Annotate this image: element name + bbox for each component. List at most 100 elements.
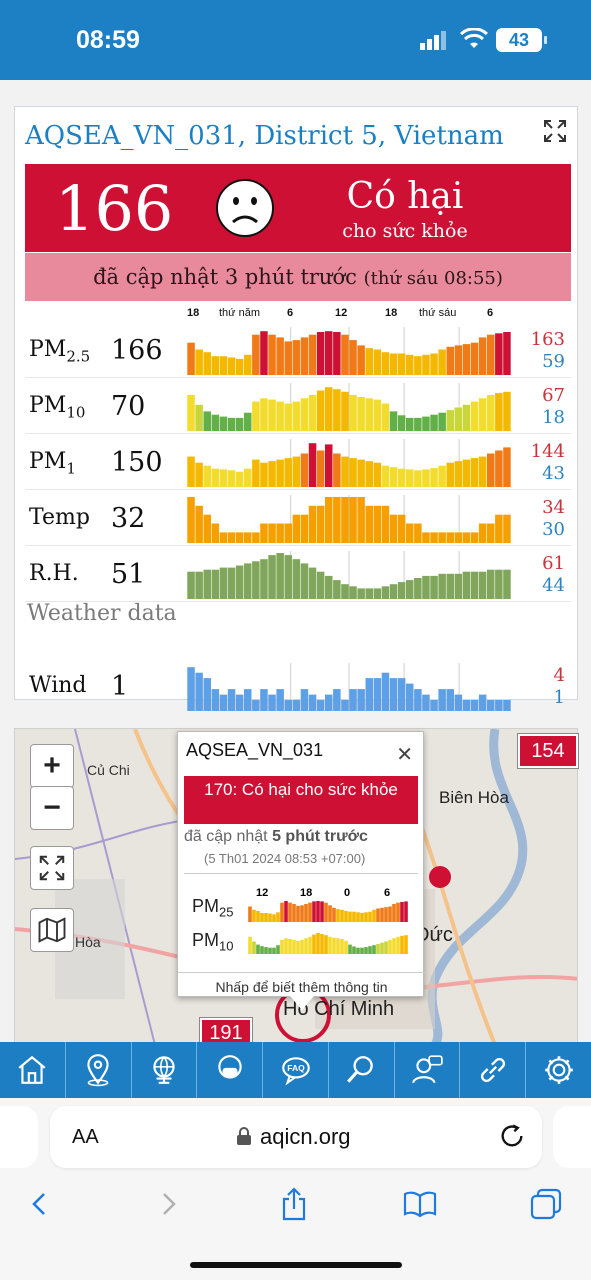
chart-bar <box>244 412 252 431</box>
pollutant-max-value: 67 <box>542 385 565 406</box>
pollutant-history-chart[interactable] <box>187 439 511 487</box>
pollutant-row[interactable]: PM1 150 144 43 <box>25 435 571 490</box>
share-button[interactable] <box>276 1186 312 1222</box>
chart-bar <box>422 532 430 543</box>
map-fullscreen-button[interactable] <box>30 846 74 890</box>
chart-bar <box>414 523 422 543</box>
pollutant-row[interactable]: R.H. 51 61 44 <box>25 547 571 602</box>
map-marker[interactable]: 154 <box>517 733 579 769</box>
nav-button-link[interactable] <box>460 1042 527 1098</box>
chart-bar <box>503 569 511 599</box>
pollutant-row[interactable]: Wind 1 4 1 <box>25 659 571 714</box>
browser-chrome: AA aqicn.org <box>0 1098 591 1280</box>
chart-bar <box>308 936 312 954</box>
globe-icon <box>153 1056 175 1084</box>
chart-bar <box>260 462 268 487</box>
address-bar[interactable]: AA aqicn.org <box>50 1106 542 1168</box>
station-popup[interactable]: AQSEA_VN_031 ✕ 170: Có hại cho sức khỏe … <box>177 731 425 997</box>
popup-status: 170: Có hại cho sức khỏe <box>184 776 418 824</box>
chart-bar <box>422 354 430 375</box>
chart-bar <box>495 393 503 431</box>
chart-bar <box>325 497 333 543</box>
chart-bar <box>325 444 333 487</box>
zoom-out-button[interactable]: − <box>30 786 74 830</box>
chart-bar <box>352 946 356 954</box>
zoom-in-button[interactable]: + <box>30 744 74 788</box>
chart-bar <box>478 456 487 487</box>
chart-bar <box>284 938 288 954</box>
chart-bar <box>211 414 220 431</box>
map-layers-button[interactable] <box>30 908 74 952</box>
pollutant-label: PM10 <box>29 393 86 422</box>
chart-bar <box>495 514 503 543</box>
nav-button-support[interactable] <box>395 1042 461 1098</box>
chart-bar <box>284 700 292 711</box>
chart-axis-label: thứ năm <box>219 307 260 319</box>
nav-button-mask[interactable] <box>197 1042 264 1098</box>
tab-preview-right[interactable] <box>553 1106 591 1168</box>
chart-bar <box>227 470 236 487</box>
chart-bar <box>333 497 341 543</box>
chart-bar <box>446 532 454 543</box>
chart-bar <box>357 497 365 543</box>
tab-preview-left[interactable] <box>0 1106 38 1168</box>
back-button[interactable] <box>22 1186 58 1222</box>
pollutant-row[interactable]: Temp 32 34 30 <box>25 491 571 546</box>
chart-bar <box>352 911 356 922</box>
pollutant-row[interactable]: PM10 70 67 18 <box>25 379 571 434</box>
nav-button-home[interactable] <box>0 1042 66 1098</box>
url-text[interactable]: aqicn.org <box>260 1124 351 1149</box>
tabs-button[interactable] <box>528 1186 564 1222</box>
chart-time-axis: 18 thứ năm 6 12 18 thứ sáu 6 <box>187 307 511 321</box>
chart-bar <box>203 411 211 431</box>
pollutant-history-chart[interactable] <box>187 551 511 599</box>
status-bar: 08:59 43 <box>0 0 591 80</box>
chart-bar <box>454 407 463 431</box>
pollutant-max-value: 61 <box>542 553 565 574</box>
expand-icon[interactable] <box>543 119 567 143</box>
nav-button-location-pin[interactable] <box>66 1042 132 1098</box>
chart-bar <box>288 939 292 954</box>
chart-bar <box>203 678 211 711</box>
reader-settings-button[interactable]: AA <box>72 1126 99 1148</box>
pollutant-history-chart[interactable] <box>187 495 511 543</box>
chart-bar <box>260 913 264 922</box>
pollutant-current-value: 32 <box>111 503 146 534</box>
chart-bar <box>495 569 503 599</box>
chart-bar <box>404 901 408 922</box>
reload-icon[interactable] <box>498 1122 526 1150</box>
pollutant-max-value: 163 <box>530 329 565 350</box>
popup-pointer <box>290 996 314 1010</box>
chart-bar <box>333 332 341 375</box>
chart-bar <box>396 902 400 922</box>
nav-button-search[interactable] <box>329 1042 395 1098</box>
popup-date: (5 Th01 2024 08:53 +07:00) <box>204 851 366 866</box>
chart-bar <box>260 331 268 375</box>
popup-pm10-label: PM10 <box>192 930 234 954</box>
pollutant-history-chart[interactable] <box>187 327 511 375</box>
pollutant-history-chart[interactable] <box>187 663 511 711</box>
chart-bar <box>397 353 406 375</box>
pollutant-history-chart[interactable] <box>187 383 511 431</box>
chart-bar <box>392 938 396 954</box>
chart-bar <box>430 353 438 375</box>
close-icon[interactable]: ✕ <box>396 744 413 766</box>
chart-bar <box>268 523 276 543</box>
chart-bar <box>503 700 511 711</box>
popup-more-info[interactable]: Nhấp để biết thêm thông tin <box>178 972 425 995</box>
chart-bar <box>195 505 203 543</box>
popup-title[interactable]: AQSEA_VN_031 <box>186 740 324 760</box>
chart-bar <box>284 341 292 375</box>
nav-button-gear[interactable] <box>526 1042 591 1098</box>
bookmarks-button[interactable] <box>402 1186 438 1222</box>
forward-button[interactable] <box>150 1186 186 1222</box>
chart-bar <box>195 672 203 711</box>
chart-bar <box>438 412 446 431</box>
updated-text: đã cập nhật 3 phút trước <box>93 265 357 289</box>
chart-bar <box>357 459 365 487</box>
nav-button-globe[interactable] <box>132 1042 198 1098</box>
nav-button-faq[interactable]: FAQ <box>263 1042 329 1098</box>
station-title[interactable]: AQSEA_VN_031, District 5, Vietnam <box>25 121 504 151</box>
chart-bar <box>381 586 390 599</box>
pollutant-row[interactable]: PM2.5 166 163 59 <box>25 323 571 378</box>
